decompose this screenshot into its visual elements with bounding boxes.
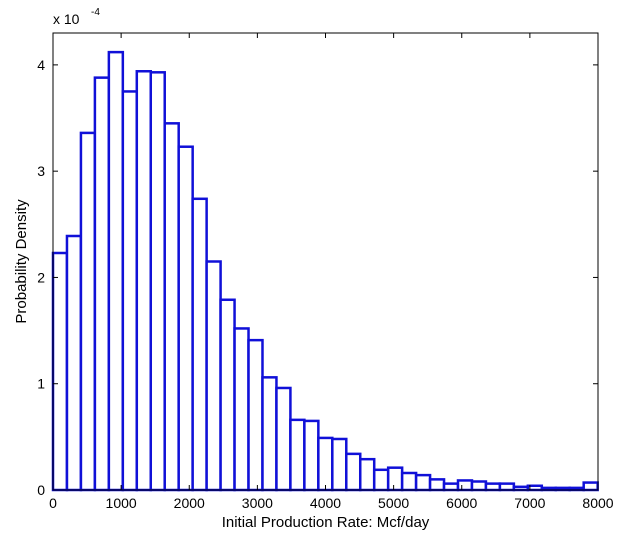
histogram-bar bbox=[442, 482, 460, 492]
x-tick-label: 7000 bbox=[514, 495, 545, 511]
histogram-bar bbox=[289, 418, 306, 492]
y-tick-label: 0 bbox=[37, 482, 45, 498]
histogram-bar bbox=[121, 90, 139, 492]
histogram-bar bbox=[93, 76, 111, 492]
x-tick-label: 5000 bbox=[378, 495, 409, 511]
histogram-bar bbox=[345, 452, 362, 492]
histogram-bar bbox=[107, 50, 125, 492]
histogram-bar bbox=[177, 145, 194, 492]
y-multiplier-exponent: -4 bbox=[91, 7, 100, 18]
histogram-bar bbox=[331, 437, 348, 492]
histogram-bar bbox=[163, 122, 180, 492]
histogram-bar bbox=[191, 197, 208, 492]
histogram-bar bbox=[219, 298, 236, 492]
axis-ticks bbox=[52, 33, 599, 491]
histogram-bar bbox=[205, 260, 222, 492]
y-tick-label: 1 bbox=[37, 376, 45, 392]
y-tick-label: 3 bbox=[37, 163, 45, 179]
histogram-bar bbox=[303, 419, 320, 492]
x-tick-label: 2000 bbox=[174, 495, 205, 511]
x-axis-label: Initial Production Rate: Mcf/day bbox=[222, 514, 430, 531]
histogram-bar bbox=[317, 436, 334, 492]
histogram-bar bbox=[428, 478, 446, 492]
x-tick-label: 3000 bbox=[242, 495, 273, 511]
y-tick-label: 2 bbox=[37, 269, 45, 285]
y-axis-label: Probability Density bbox=[13, 199, 30, 324]
histogram-bar bbox=[51, 251, 69, 492]
x-tick-label: 1000 bbox=[106, 495, 137, 511]
histogram-bar bbox=[65, 234, 83, 492]
histogram-bar bbox=[414, 473, 432, 492]
histogram-bar bbox=[261, 376, 278, 492]
histogram-bar bbox=[456, 479, 474, 492]
histogram-bar bbox=[149, 71, 166, 492]
axis-tick-labels: 0 1000 2000 3000 4000 5000 6000 7000 8000 0 1 2 3 4 bbox=[37, 57, 614, 511]
histogram-bar bbox=[233, 327, 250, 492]
histogram-bars bbox=[51, 50, 599, 492]
histogram-bar bbox=[400, 471, 418, 492]
histogram-bar bbox=[79, 131, 97, 492]
x-tick-label: 0 bbox=[49, 495, 57, 511]
x-tick-label: 6000 bbox=[446, 495, 477, 511]
histogram-bar bbox=[372, 468, 390, 492]
histogram-bar bbox=[582, 481, 599, 492]
histogram-bar bbox=[470, 480, 488, 492]
histogram-bar bbox=[386, 466, 404, 492]
histogram-bar bbox=[484, 482, 502, 492]
histogram-bar bbox=[498, 482, 516, 492]
histogram-bar bbox=[247, 338, 264, 492]
x-tick-label: 8000 bbox=[582, 495, 613, 511]
y-tick-label: 4 bbox=[37, 57, 45, 73]
histogram-bar bbox=[358, 457, 376, 492]
histogram-bar bbox=[135, 70, 153, 492]
histogram-bar bbox=[275, 386, 292, 492]
y-multiplier-base: x 10 bbox=[53, 11, 80, 27]
x-tick-label: 4000 bbox=[310, 495, 341, 511]
